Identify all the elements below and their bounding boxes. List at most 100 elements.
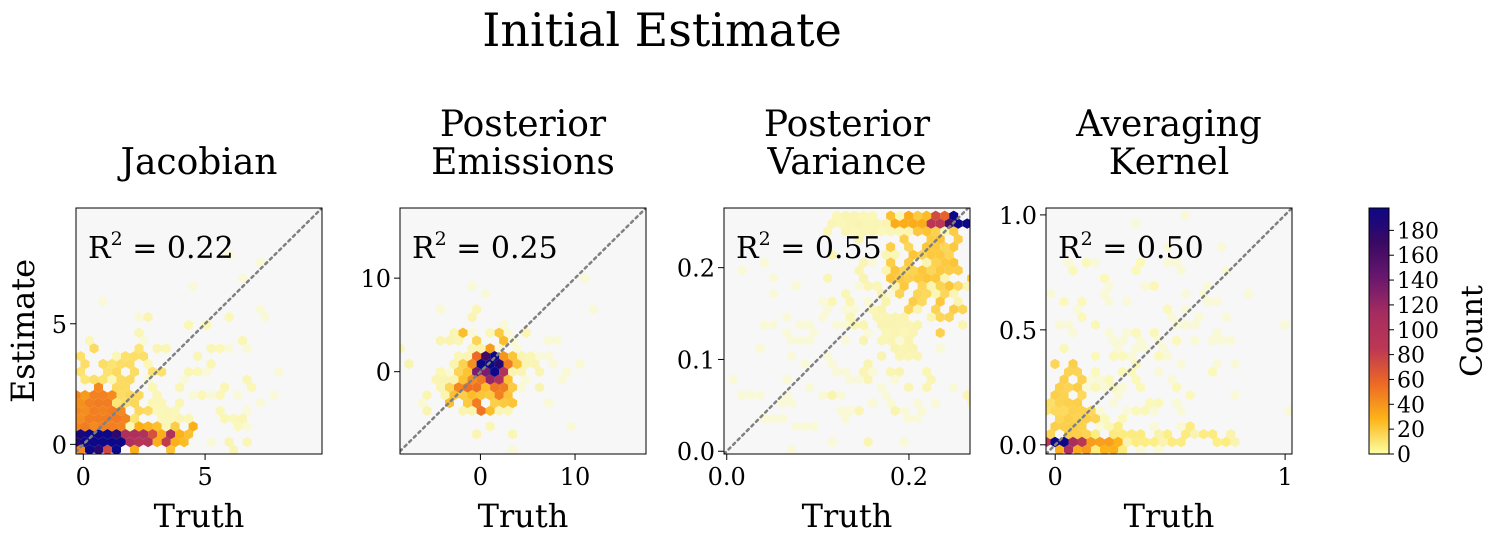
hexbin-cell xyxy=(499,351,509,362)
hexbin-cell xyxy=(931,241,941,253)
hexbin-cell xyxy=(899,436,909,448)
hexbin-cell xyxy=(931,288,941,299)
hexbin-cell xyxy=(827,296,837,307)
hexbin-cell xyxy=(179,436,189,448)
hexbin-cell xyxy=(823,304,833,315)
hexbin-cell xyxy=(233,421,243,432)
hexbin-cell xyxy=(472,304,482,315)
hexbin-cell xyxy=(787,351,797,362)
hexbin-cell xyxy=(175,429,185,440)
hexbin-cell xyxy=(1127,351,1137,362)
hexbin-cell xyxy=(233,390,243,401)
hexbin-cell xyxy=(949,382,959,393)
hexbin-cell xyxy=(193,366,203,377)
hexbin-cell xyxy=(89,390,99,401)
hexbin-cell xyxy=(926,312,936,323)
hexbin-cell xyxy=(863,218,873,229)
hexbin-cell xyxy=(1131,374,1141,385)
hexbin-cell xyxy=(454,366,463,377)
hexbin-cell xyxy=(841,210,851,221)
hexbin-cell xyxy=(485,390,495,401)
hexbin-cell xyxy=(1163,241,1173,253)
hexbin-cell xyxy=(908,327,918,338)
hexbin-cell xyxy=(782,374,792,385)
hexbin-cell xyxy=(827,249,837,260)
hexbin-cell xyxy=(904,241,914,253)
hexbin-cell xyxy=(224,436,234,448)
hexbin-cell xyxy=(890,405,900,416)
hexbin-cell xyxy=(931,273,941,284)
hexbin-cell xyxy=(1064,319,1073,331)
hexbin-cell xyxy=(1059,421,1069,432)
hexbin-cell xyxy=(917,265,927,276)
hexbin-cell xyxy=(449,374,459,385)
hexbin-cell xyxy=(877,304,887,315)
hexbin-cell xyxy=(1154,366,1164,377)
hexbin-cell xyxy=(1073,366,1082,377)
hexbin-cell xyxy=(485,374,495,385)
hexbin-cell xyxy=(76,429,85,440)
hexbin-cell xyxy=(800,358,810,370)
plot-frame xyxy=(1045,207,1293,455)
colorbar-tick-label: 160 xyxy=(1397,244,1439,269)
hexbin-cell xyxy=(904,382,914,393)
hexbin-cell xyxy=(526,351,536,362)
hexbin-cell xyxy=(107,374,117,385)
hexbin-cell xyxy=(98,436,108,448)
hexbin-cell xyxy=(949,288,959,299)
x-tick-label: 0.0 xyxy=(708,463,746,491)
hexbin-cell xyxy=(1059,405,1069,416)
hexbin-cell xyxy=(76,444,85,454)
plot-frame xyxy=(75,207,323,455)
hexbin-cell xyxy=(832,366,842,377)
hexbin-cell xyxy=(935,343,945,354)
hexbin-cell xyxy=(458,405,468,416)
hexbin-cell xyxy=(1280,319,1290,331)
hexbin-cell xyxy=(886,366,896,377)
hexbin-cell xyxy=(535,382,545,393)
hexbin-cell xyxy=(242,421,252,432)
hexbin-cell xyxy=(467,405,477,416)
hexbin-cell xyxy=(139,335,149,346)
x-axis-label: Truth xyxy=(478,497,569,535)
hexbin-cell xyxy=(1104,374,1114,385)
hexbin-cell xyxy=(868,397,878,409)
hexbin-cell xyxy=(854,265,864,276)
hexbin-cell xyxy=(499,366,509,377)
hexbin-cell xyxy=(1190,319,1200,331)
hexbin-cell xyxy=(1077,296,1087,307)
hexbin-cell xyxy=(1091,429,1100,440)
hexbin-cell xyxy=(809,327,819,338)
hexbin-cell xyxy=(494,358,504,370)
hexbin-cell xyxy=(143,358,153,370)
hexbin-cell xyxy=(1113,421,1123,432)
hexbin-cell xyxy=(125,390,135,401)
hexbin-cell xyxy=(1113,390,1123,401)
hexbin-cell xyxy=(881,390,891,401)
hexbin-cell xyxy=(121,351,130,362)
hexbin-cell xyxy=(926,374,936,385)
hexbin-cell xyxy=(463,382,473,393)
hexbin-cell xyxy=(1091,351,1100,362)
hexbin-cell xyxy=(895,366,905,377)
hexbin-cell xyxy=(805,335,815,346)
hexbin-cell xyxy=(206,390,216,401)
panel-title-line: Posterior xyxy=(764,104,931,145)
hexbin-cell xyxy=(494,405,504,416)
hexbin-cell xyxy=(490,382,500,393)
hexbin-cell xyxy=(130,351,139,362)
hexbin-cell xyxy=(260,312,270,323)
colorbar-tick-label: 120 xyxy=(1397,294,1439,319)
hexbin-cell xyxy=(845,312,855,323)
hexbin-cell xyxy=(863,374,873,385)
hexbin-cell xyxy=(1212,358,1222,370)
hexbin-cell xyxy=(580,273,590,284)
hexbin-cell xyxy=(107,436,117,448)
hexbin-cell xyxy=(85,413,94,424)
hexbin-cell xyxy=(1131,265,1141,276)
hexbin-cell xyxy=(1149,280,1159,292)
hexbin-cell xyxy=(886,288,896,299)
hexbin-cell xyxy=(881,312,891,323)
